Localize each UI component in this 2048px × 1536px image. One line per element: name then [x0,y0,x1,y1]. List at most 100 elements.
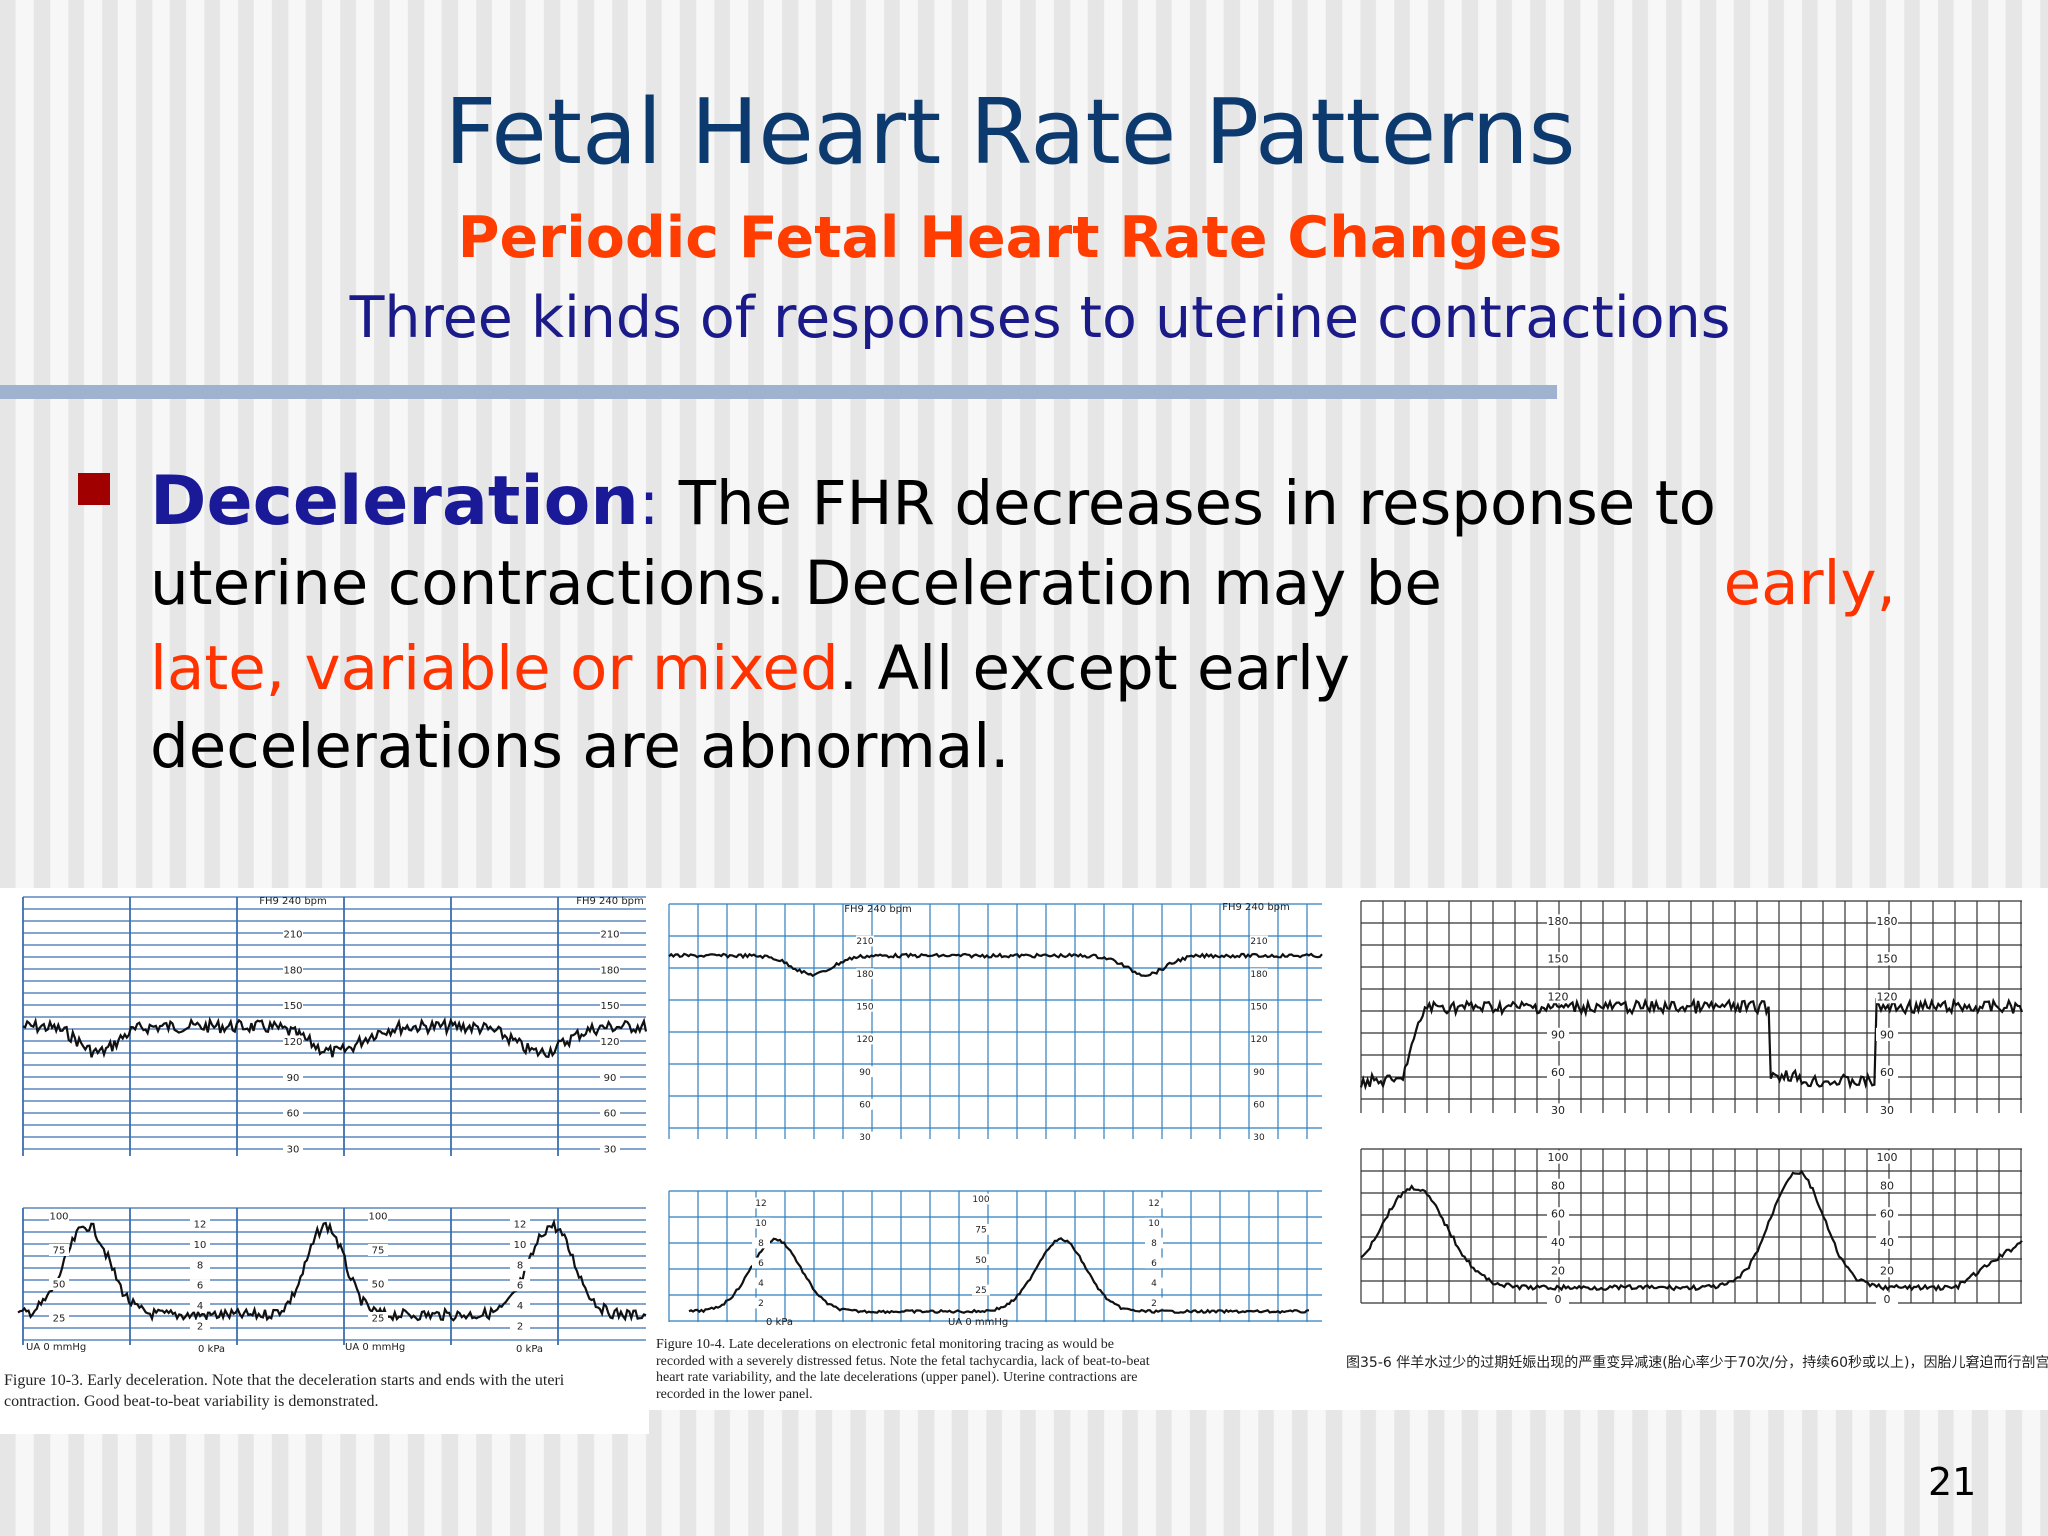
scale-label: 180 [856,970,873,980]
label-bg [510,1218,530,1230]
label-bg [510,1320,530,1332]
label-bg [1547,1150,1569,1164]
scale-label: 10 [194,1240,207,1251]
label-bg [49,1278,69,1290]
scale-label: 180 [1877,915,1898,928]
scale-label: 2 [758,1299,764,1309]
scale-label: 10 [1148,1219,1160,1229]
scale-label: 150 [1250,1002,1267,1012]
figure-caption: heart rate variability, and the late dec… [656,1370,1138,1385]
label-bg [856,1033,874,1045]
bullet-line: decelerations are abnormal. [150,716,1010,777]
label-bg [1250,1000,1268,1012]
bullet-line: late, variable or mixed. All except earl… [150,638,1350,699]
scale-label: 180 [1250,970,1267,980]
label-bg [1876,990,1898,1004]
label-bg [190,1320,210,1332]
label-bg [1145,1217,1163,1229]
label-bg [510,1299,530,1312]
scale-label: 210 [600,930,619,941]
scale-label: 100 [368,1212,387,1223]
scale-label: 0 [1555,1293,1562,1306]
label-bg [600,1107,620,1120]
scale-label: 210 [1250,937,1267,947]
tracing [688,1237,1310,1315]
label-bg [600,1071,620,1084]
scale-label: 12 [755,1199,766,1209]
bullet-line: Deceleration: The FHR decreases in respo… [150,468,1716,536]
scale-label: 2 [517,1322,523,1333]
scale-label: 6 [517,1281,523,1292]
label-bg [49,1210,69,1222]
bullet-span: : [638,468,679,539]
label-bg [600,999,620,1012]
scale-label: 90 [859,1068,871,1078]
label-bg [1547,1207,1569,1221]
label-bg [1145,1277,1163,1289]
figure-caption: Figure 10-3. Early deceleration. Note th… [4,1372,565,1389]
label-bg [1547,1027,1569,1041]
bullet-marker [78,473,110,505]
scale-label: 150 [600,1001,619,1012]
label-bg [283,1035,303,1048]
scale-label: 75 [372,1246,385,1257]
label-bg [600,1143,620,1155]
figure-footer: UA 0 mmHg [26,1342,86,1353]
label-bg [856,1000,874,1012]
scale-label: 60 [287,1109,300,1120]
label-bg [283,963,303,976]
label-bg [1250,1033,1268,1045]
title: Fetal Heart Rate Patterns [444,80,1576,185]
label-bg [1876,952,1898,966]
scale-label: 100 [1548,1151,1569,1164]
label-bg [1145,1257,1163,1269]
label-bg [510,1258,530,1271]
label-bg [972,1254,990,1266]
scale-label: 2 [1151,1299,1157,1309]
label-bg [856,968,874,980]
figure-caption: Figure 10-4. Late decelerations on elect… [656,1337,1114,1352]
subtitle: Periodic Fetal Heart Rate Changes [457,205,1563,271]
figure [649,888,1348,1410]
scale-label: 80 [1551,1179,1565,1192]
scale-label: 8 [197,1260,203,1271]
figure-footer: UA 0 mmHg [948,1317,1008,1328]
scale-label: 100 [972,1195,989,1205]
label-bg [1876,1207,1898,1221]
bullet-span: late, variable or mixed [150,633,839,704]
figure-footer: UA 0 mmHg [345,1342,405,1353]
scale-label: 90 [287,1073,300,1084]
label-bg [1876,1150,1898,1164]
label-bg [283,1071,303,1084]
tracing [1360,1169,2023,1292]
label-bg [1547,1065,1569,1079]
scale-label: 30 [1880,1104,1894,1117]
scale-label: 50 [975,1256,987,1266]
label-bg [1547,1264,1569,1278]
scale-label: 4 [517,1301,523,1312]
label-bg [600,1035,620,1048]
scale-label: 6 [1151,1259,1157,1269]
label-bg [1876,1292,1898,1306]
label-bg [600,963,620,976]
scale-label: 50 [53,1280,66,1291]
scale-label: 4 [758,1279,764,1289]
label-bg [600,928,620,940]
tracing [22,1016,648,1059]
label-bg [752,1237,770,1249]
label-bg [972,1223,990,1235]
scale-label: 25 [372,1314,385,1325]
figure-header: FH9 240 bpm [259,896,327,907]
scale-label: 6 [197,1281,203,1292]
scale-label: 40 [1880,1236,1894,1249]
label-bg [283,1107,303,1120]
label-bg [283,1143,303,1155]
scale-label: 90 [1253,1068,1265,1078]
scale-label: 150 [1548,953,1569,966]
label-bg [1876,1264,1898,1278]
label-bg [856,1098,874,1110]
label-bg [1547,952,1569,966]
label-bg [1250,1066,1268,1078]
